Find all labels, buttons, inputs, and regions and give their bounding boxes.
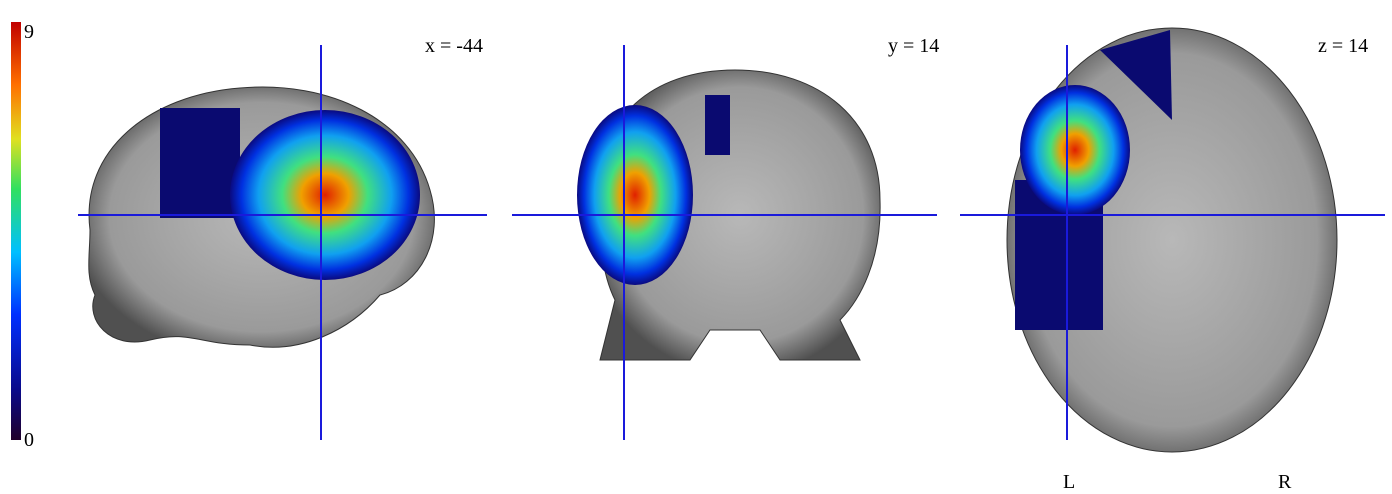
- colorbar: [11, 22, 21, 440]
- orientation-left: L: [1063, 471, 1075, 493]
- slice-label: z = 14: [1318, 35, 1368, 57]
- sagittal-slice: [88, 86, 435, 348]
- colorbar-min: 0: [24, 429, 34, 451]
- orientation-right: R: [1278, 471, 1292, 493]
- slice-label: y = 14: [888, 35, 939, 57]
- colorbar-max: 9: [24, 21, 34, 43]
- axial-slice: [1006, 27, 1338, 453]
- slice-label: x = -44: [425, 35, 483, 57]
